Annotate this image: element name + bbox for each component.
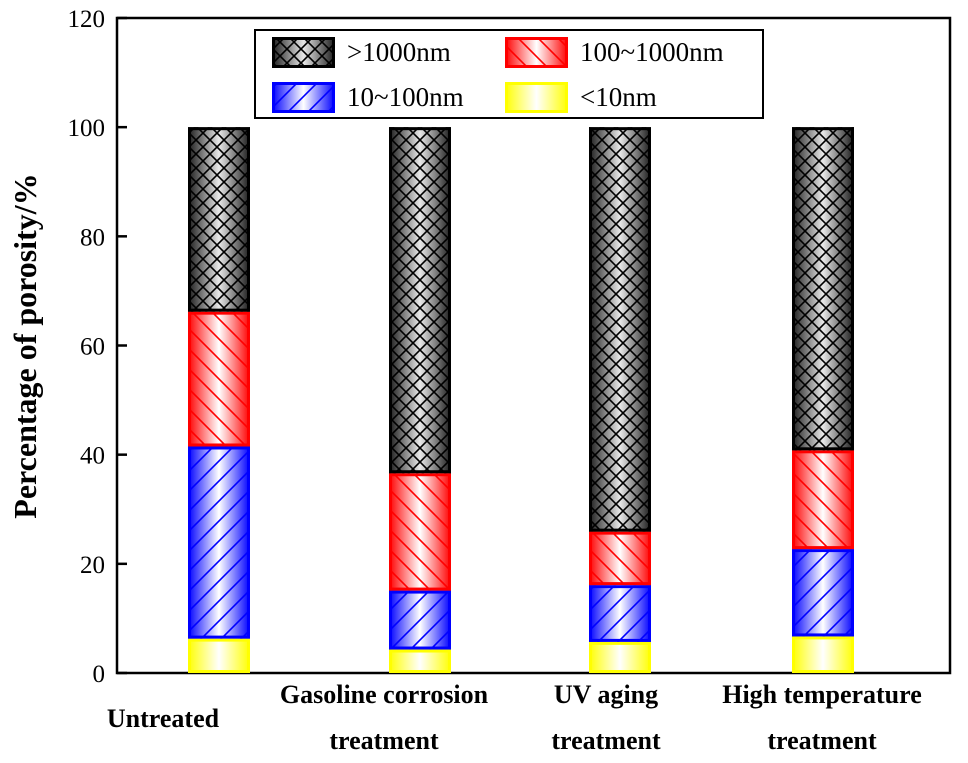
bar-outline	[792, 549, 854, 637]
x-tick-label-gasoline-corrosion-treatment-line-2: treatment	[329, 726, 439, 755]
legend-swatch-hatch	[272, 82, 335, 113]
bar-hatch	[389, 127, 451, 474]
bar-outline	[188, 127, 250, 312]
y-tick-label-20: 20	[80, 552, 105, 579]
bar-fill	[792, 636, 854, 673]
legend: >1000nm 100~1000nm 10~100nm <10nm	[254, 29, 764, 119]
bar-fill	[188, 638, 250, 673]
y-axis: 0 20 40 60 80 100 120	[68, 6, 127, 688]
bar-uv-aging-treatment-1000nm	[589, 127, 651, 532]
bar-fill	[389, 649, 451, 673]
bar-outline	[792, 450, 854, 550]
bar-hatch	[188, 127, 250, 312]
legend-swatch-fill	[505, 82, 568, 113]
x-tick-label-high-temperature-treatment-line-2: treatment	[767, 726, 877, 755]
legend-swatch-hatch	[272, 37, 335, 68]
bar-untreated-1000nm	[188, 127, 250, 312]
bar-uv-aging-treatment-10nm	[589, 641, 651, 674]
bar-high-temperature-treatment-10nm	[792, 636, 854, 673]
bar-fill	[589, 641, 651, 673]
y-tick-label-40: 40	[80, 443, 105, 470]
legend-swatch-outline	[272, 82, 335, 113]
bar-uv-aging-treatment-10-100nm	[589, 585, 651, 642]
legend-item-100-1000nm: 100~1000nm	[505, 37, 724, 68]
bar-gasoline-corrosion-treatment-100-1000nm	[389, 473, 451, 591]
bar-untreated-10-100nm	[188, 446, 250, 639]
y-axis-title: Percentage of porosity/%	[7, 173, 43, 518]
bar-outline	[389, 649, 451, 674]
bar-high-temperature-treatment-100-1000nm	[792, 450, 854, 550]
bar-outline	[589, 531, 651, 586]
bar-uv-aging-treatment-100-1000nm	[589, 531, 651, 586]
bar-gasoline-corrosion-treatment-10-100nm	[389, 590, 451, 650]
bar-gasoline-corrosion-treatment-1000nm	[389, 127, 451, 474]
legend-swatch-outline	[505, 82, 568, 113]
legend-swatch-hatch	[505, 37, 568, 68]
x-tick-label-gasoline-corrosion-treatment-line-1: Gasoline corrosion	[280, 680, 489, 709]
bar-hatch	[589, 531, 651, 586]
bar-outline	[792, 127, 854, 451]
bar-gasoline-corrosion-treatment-10nm	[389, 649, 451, 674]
bar-hatch	[589, 585, 651, 642]
bar-hatch	[792, 127, 854, 451]
legend-swatch-outline	[272, 37, 335, 68]
x-tick-label-uv-aging-treatment-line-1: UV aging	[554, 680, 658, 709]
bar-hatch	[389, 473, 451, 591]
bar-outline	[792, 636, 854, 673]
legend-swatch-outline	[505, 37, 568, 68]
x-tick-label-uv-aging-treatment-line-2: treatment	[551, 726, 661, 755]
bar-outline	[589, 641, 651, 674]
y-tick-label-80: 80	[80, 224, 105, 251]
bar-hatch	[389, 590, 451, 650]
y-tick-label-0: 0	[93, 661, 106, 688]
bar-outline	[389, 127, 451, 474]
bar-untreated-100-1000nm	[188, 311, 250, 447]
bar-outline	[589, 127, 651, 532]
legend-label-1000nm: >1000nm	[347, 37, 451, 67]
legend-item-10nm: <10nm	[505, 82, 657, 113]
bar-hatch	[188, 311, 250, 447]
bar-outline	[389, 473, 451, 591]
bar-untreated-10nm	[188, 638, 250, 673]
bar-outline	[589, 585, 651, 642]
legend-label-10nm: <10nm	[580, 82, 657, 112]
bar-high-temperature-treatment-10-100nm	[792, 549, 854, 637]
bar-hatch	[188, 446, 250, 639]
bar-outline	[188, 638, 250, 673]
legend-item-10-100nm: 10~100nm	[272, 82, 464, 113]
bar-hatch	[589, 127, 651, 532]
bar-hatch	[792, 450, 854, 550]
bars	[188, 127, 854, 674]
y-tick-label-60: 60	[80, 334, 105, 361]
bar-hatch	[792, 549, 854, 637]
bar-high-temperature-treatment-1000nm	[792, 127, 854, 451]
x-axis-labels: Untreated Gasoline corrosion treatment UV a…	[107, 680, 922, 755]
legend-item-1000nm: >1000nm	[272, 37, 451, 68]
bar-outline	[188, 311, 250, 447]
y-tick-label-100: 100	[68, 115, 106, 142]
legend-label-10-100nm: 10~100nm	[347, 82, 464, 112]
legend-label-100-1000nm: 100~1000nm	[580, 37, 724, 67]
x-tick-label-high-temperature-treatment-line-1: High temperature	[722, 680, 922, 709]
x-tick-label-untreated-line-1: Untreated	[107, 704, 220, 733]
bar-outline	[389, 590, 451, 650]
y-tick-label-120: 120	[68, 6, 106, 33]
bar-outline	[188, 446, 250, 639]
